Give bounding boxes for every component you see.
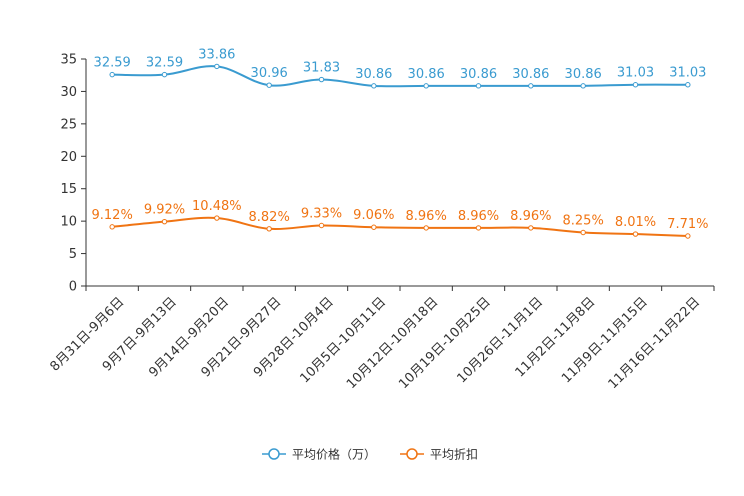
y-tick-label: 15 (60, 182, 77, 197)
data-label: 9.92% (144, 203, 185, 218)
x-tick-label: 11月16日-11月22日 (606, 295, 703, 392)
legend-item-avg-discount[interactable]: 平均折扣 (400, 447, 478, 462)
y-tick-label: 5 (69, 247, 77, 262)
data-label: 9.06% (353, 208, 394, 223)
data-point[interactable] (632, 82, 639, 88)
legend-marker-icon (268, 448, 280, 460)
y-tick-label: 0 (69, 280, 77, 295)
x-tick-label: 10月19日-10月25日 (396, 295, 493, 392)
data-label: 8.96% (406, 209, 447, 224)
legend-marker-icon (406, 448, 418, 460)
data-point[interactable] (475, 83, 482, 89)
data-point[interactable] (318, 222, 325, 229)
legend-label: 平均价格（万） (292, 447, 376, 462)
data-label: 9.33% (301, 206, 342, 221)
y-tick-label: 25 (60, 117, 77, 132)
data-label: 30.86 (512, 67, 549, 82)
data-point[interactable] (685, 82, 691, 88)
data-point[interactable] (371, 83, 377, 89)
x-tick-label: 10月12日-10月18日 (344, 295, 441, 392)
data-point[interactable] (685, 233, 691, 239)
data-point[interactable] (423, 83, 429, 89)
data-point[interactable] (528, 83, 534, 89)
data-label: 32.59 (94, 56, 131, 71)
data-point[interactable] (161, 218, 168, 225)
data-label: 7.71% (667, 217, 708, 232)
data-label: 8.82% (249, 210, 290, 225)
data-point[interactable] (161, 71, 168, 78)
legend-label: 平均折扣 (430, 447, 478, 462)
legend[interactable]: 平均价格（万） 平均折扣 (262, 447, 478, 462)
series-layer: 32.59 32.59 33.86 30.96 31.83 30.86 30.86 30.86… (92, 47, 708, 239)
series-line (112, 65, 688, 88)
data-label: 30.86 (408, 67, 445, 82)
data-label: 8.01% (615, 215, 656, 230)
data-label: 30.86 (565, 67, 602, 82)
data-point[interactable] (318, 76, 325, 83)
legend-item-avg-price[interactable]: 平均价格（万） (262, 447, 376, 462)
y-tick-label: 35 (60, 53, 77, 68)
data-point[interactable] (266, 82, 272, 88)
data-label: 9.12% (92, 208, 133, 223)
series-avg-discount: 9.12% 9.92% 10.48% 8.82% 9.33% 9.06% 8.96% 8.96… (92, 199, 708, 239)
y-tick-label: 10 (60, 215, 77, 230)
data-point[interactable] (214, 215, 220, 221)
data-label: 8.96% (510, 209, 551, 224)
y-tick-label: 30 (60, 85, 77, 100)
data-point[interactable] (580, 229, 586, 236)
data-label: 30.96 (251, 66, 288, 81)
data-label: 10.48% (192, 199, 242, 214)
data-point[interactable] (475, 225, 482, 231)
data-point[interactable] (580, 83, 586, 89)
data-point[interactable] (632, 231, 639, 237)
data-point[interactable] (266, 226, 272, 232)
data-point[interactable] (109, 71, 115, 78)
data-label: 30.86 (460, 67, 497, 82)
data-label: 32.59 (146, 56, 183, 71)
data-point[interactable] (109, 224, 115, 230)
data-label: 8.96% (458, 209, 499, 224)
y-tick-label: 20 (60, 150, 77, 165)
series-avg-price: 32.59 32.59 33.86 30.96 31.83 30.86 30.86 30.86… (94, 47, 706, 89)
data-label: 31.03 (669, 66, 706, 81)
data-point[interactable] (371, 224, 377, 230)
series-line (112, 216, 688, 237)
data-point[interactable] (423, 225, 429, 231)
data-label: 8.25% (563, 213, 604, 228)
data-label: 30.86 (355, 67, 392, 82)
data-point[interactable] (214, 63, 220, 70)
data-label: 31.03 (617, 66, 654, 81)
data-label: 31.83 (303, 61, 340, 76)
data-point[interactable] (528, 225, 534, 231)
data-label: 33.86 (198, 47, 235, 62)
